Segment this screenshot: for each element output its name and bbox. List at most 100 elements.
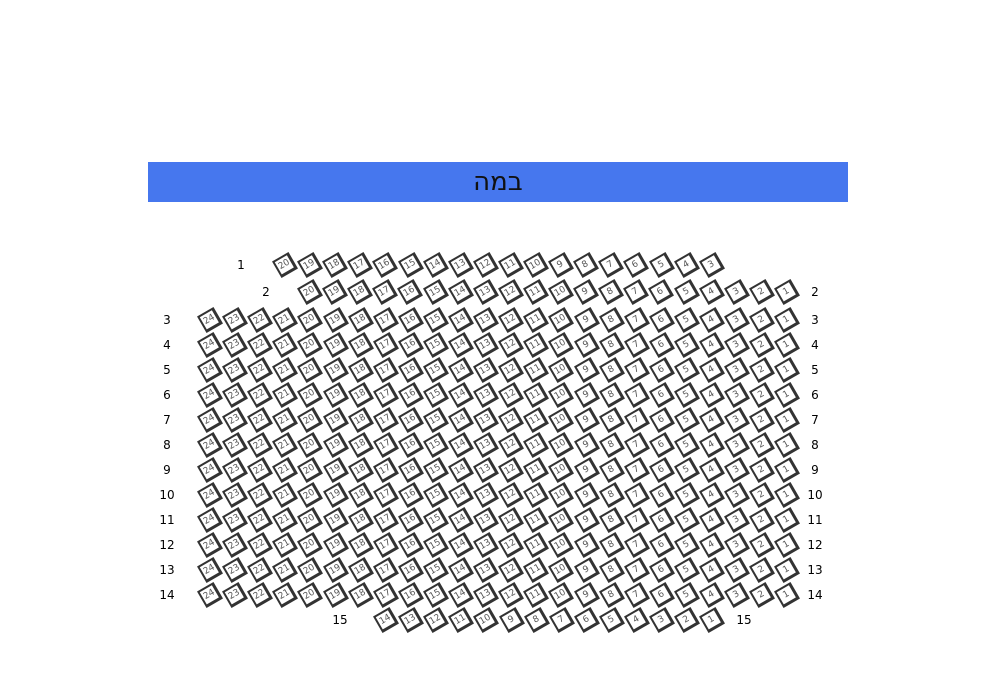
seat[interactable]: 18 bbox=[347, 457, 374, 483]
seat[interactable]: 16 bbox=[397, 482, 424, 508]
seat[interactable]: 12 bbox=[498, 432, 525, 458]
seat[interactable]: 13 bbox=[473, 457, 500, 483]
seat[interactable]: 10 bbox=[523, 252, 549, 278]
seat[interactable]: 15 bbox=[422, 457, 449, 483]
seat[interactable]: 12 bbox=[498, 407, 525, 433]
seat[interactable]: 17 bbox=[372, 357, 399, 383]
seat[interactable]: 4 bbox=[699, 332, 725, 358]
seat[interactable]: 24 bbox=[197, 582, 223, 608]
seat[interactable]: 7 bbox=[623, 279, 650, 305]
seat[interactable]: 20 bbox=[272, 252, 298, 278]
seat[interactable]: 9 bbox=[548, 252, 575, 278]
seat[interactable]: 15 bbox=[422, 432, 449, 458]
seat[interactable]: 4 bbox=[699, 432, 725, 458]
seat[interactable]: 3 bbox=[724, 407, 751, 433]
seat[interactable]: 2 bbox=[674, 607, 701, 633]
seat[interactable]: 8 bbox=[598, 432, 625, 458]
seat[interactable]: 5 bbox=[673, 582, 700, 608]
seat[interactable]: 5 bbox=[673, 307, 700, 333]
seat[interactable]: 19 bbox=[322, 382, 349, 408]
seat[interactable]: 19 bbox=[322, 557, 349, 583]
seat[interactable]: 13 bbox=[473, 407, 500, 433]
seat[interactable]: 18 bbox=[347, 307, 374, 333]
seat[interactable]: 12 bbox=[498, 482, 525, 508]
seat[interactable]: 17 bbox=[372, 532, 399, 558]
seat[interactable]: 8 bbox=[598, 457, 625, 483]
seat[interactable]: 4 bbox=[699, 557, 725, 583]
seat[interactable]: 12 bbox=[498, 582, 525, 608]
seat[interactable]: 12 bbox=[497, 279, 524, 305]
seat[interactable]: 13 bbox=[473, 532, 500, 558]
seat[interactable]: 9 bbox=[573, 382, 600, 408]
seat[interactable]: 10 bbox=[473, 607, 500, 633]
seat[interactable]: 4 bbox=[699, 382, 725, 408]
seat[interactable]: 6 bbox=[648, 432, 675, 458]
seat[interactable]: 8 bbox=[598, 332, 625, 358]
seat[interactable]: 6 bbox=[648, 307, 675, 333]
seat[interactable]: 3 bbox=[649, 607, 676, 633]
seat[interactable]: 21 bbox=[272, 507, 299, 533]
seat[interactable]: 8 bbox=[598, 557, 625, 583]
seat[interactable]: 14 bbox=[448, 432, 474, 458]
seat[interactable]: 15 bbox=[422, 407, 449, 433]
seat[interactable]: 1 bbox=[774, 332, 801, 358]
seat[interactable]: 6 bbox=[648, 532, 675, 558]
seat[interactable]: 24 bbox=[197, 482, 223, 508]
seat[interactable]: 18 bbox=[347, 407, 374, 433]
seat[interactable]: 11 bbox=[497, 252, 524, 278]
seat[interactable]: 9 bbox=[573, 457, 600, 483]
seat[interactable]: 12 bbox=[498, 332, 525, 358]
seat[interactable]: 1 bbox=[774, 382, 801, 408]
seat[interactable]: 1 bbox=[774, 557, 801, 583]
seat[interactable]: 8 bbox=[523, 607, 550, 633]
seat[interactable]: 11 bbox=[448, 607, 475, 633]
seat[interactable]: 2 bbox=[749, 582, 776, 608]
seat[interactable]: 10 bbox=[548, 432, 575, 458]
seat[interactable]: 6 bbox=[648, 507, 675, 533]
seat[interactable]: 20 bbox=[297, 482, 324, 508]
seat[interactable]: 10 bbox=[548, 382, 575, 408]
seat[interactable]: 18 bbox=[347, 279, 374, 305]
seat[interactable]: 18 bbox=[322, 252, 349, 278]
seat[interactable]: 3 bbox=[724, 507, 751, 533]
seat[interactable]: 5 bbox=[673, 279, 700, 305]
seat[interactable]: 5 bbox=[673, 557, 700, 583]
seat[interactable]: 23 bbox=[222, 407, 249, 433]
seat[interactable]: 14 bbox=[448, 307, 474, 333]
seat[interactable]: 13 bbox=[472, 279, 499, 305]
seat[interactable]: 17 bbox=[372, 307, 399, 333]
seat[interactable]: 21 bbox=[272, 582, 299, 608]
seat[interactable]: 8 bbox=[598, 507, 625, 533]
seat[interactable]: 13 bbox=[473, 307, 500, 333]
seat[interactable]: 23 bbox=[222, 482, 249, 508]
seat[interactable]: 13 bbox=[473, 332, 500, 358]
seat[interactable]: 11 bbox=[523, 582, 550, 608]
seat[interactable]: 7 bbox=[623, 582, 650, 608]
seat[interactable]: 3 bbox=[724, 357, 751, 383]
seat[interactable]: 20 bbox=[297, 407, 324, 433]
seat[interactable]: 3 bbox=[724, 582, 751, 608]
seat[interactable]: 16 bbox=[397, 332, 424, 358]
seat[interactable]: 9 bbox=[573, 332, 600, 358]
seat[interactable]: 7 bbox=[623, 332, 650, 358]
seat[interactable]: 24 bbox=[197, 332, 223, 358]
seat[interactable]: 5 bbox=[598, 607, 625, 633]
seat[interactable]: 6 bbox=[648, 557, 675, 583]
seat[interactable]: 5 bbox=[673, 457, 700, 483]
seat[interactable]: 16 bbox=[397, 507, 424, 533]
seat[interactable]: 11 bbox=[523, 507, 550, 533]
seat[interactable]: 20 bbox=[297, 557, 324, 583]
seat[interactable]: 18 bbox=[347, 557, 374, 583]
seat[interactable]: 6 bbox=[648, 457, 675, 483]
seat[interactable]: 20 bbox=[297, 582, 324, 608]
seat[interactable]: 23 bbox=[222, 382, 249, 408]
seat[interactable]: 21 bbox=[272, 457, 299, 483]
seat[interactable]: 13 bbox=[398, 607, 425, 633]
seat[interactable]: 24 bbox=[197, 357, 223, 383]
seat[interactable]: 6 bbox=[648, 382, 675, 408]
seat[interactable]: 24 bbox=[197, 557, 223, 583]
seat[interactable]: 14 bbox=[422, 252, 449, 278]
seat[interactable]: 8 bbox=[598, 307, 625, 333]
seat[interactable]: 10 bbox=[548, 407, 575, 433]
seat[interactable]: 15 bbox=[422, 382, 449, 408]
